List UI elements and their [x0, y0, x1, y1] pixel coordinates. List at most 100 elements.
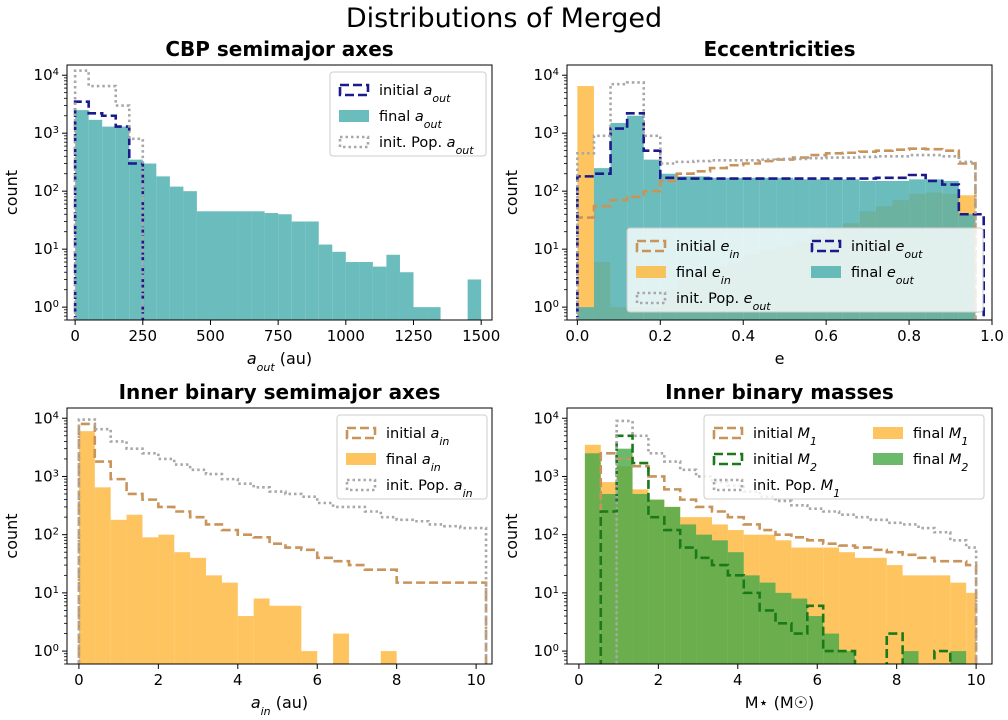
- legend: initial ain final ain init. Pop. ain: [336, 414, 488, 500]
- hist-bar: [158, 534, 175, 664]
- hist-bar: [169, 186, 184, 320]
- x-tick-label: 1250: [394, 327, 432, 345]
- hist-bar: [110, 519, 127, 664]
- hist-bar: [870, 557, 887, 664]
- legend-swatch: [339, 110, 369, 122]
- x-tick-label: 8: [392, 671, 402, 689]
- hist-bar: [196, 211, 211, 320]
- y-axis-label: count: [2, 170, 21, 215]
- legend-swatch: [811, 266, 841, 278]
- legend-label: final aout: [379, 109, 442, 131]
- y-tick-label: 101: [34, 584, 59, 602]
- hist-bar: [823, 633, 840, 664]
- hist-bar: [94, 487, 111, 664]
- hist-bar: [467, 279, 482, 320]
- hist-step: [576, 147, 977, 320]
- legend-label: initial ein: [676, 239, 739, 261]
- legend-entry-initial-a-out: initial aout: [338, 83, 451, 105]
- series-init-pop-a-out: [73, 69, 145, 320]
- y-tick-label: 102: [34, 182, 59, 200]
- hist-bar: [966, 592, 977, 664]
- hist-bar: [291, 221, 306, 320]
- x-tick-label: 2: [154, 671, 164, 689]
- hist-bar: [210, 211, 225, 320]
- y-tick-label: 102: [534, 182, 559, 200]
- panel-inner-binary-semimajor-axes: 0 2 4 6 8 10 100 101 102 103 104 Inner binary semim…: [2, 380, 493, 718]
- legend-box: [626, 227, 984, 313]
- legend-label: initial eout: [851, 239, 923, 261]
- legend-entry-initial-m-1: initial M1: [712, 426, 817, 448]
- y-axis-label: count: [502, 513, 521, 558]
- x-tick-label: 8: [892, 671, 902, 689]
- hist-bar: [174, 552, 191, 664]
- legend-label: init. Pop. aout: [379, 135, 474, 157]
- y-tick-label: 100: [534, 642, 559, 660]
- legend-label: initial M2: [753, 452, 817, 474]
- hist-bar: [839, 552, 855, 664]
- hist-bar: [413, 307, 428, 320]
- x-tick-label: 0.0: [565, 327, 589, 345]
- x-tick-label: 1500: [462, 327, 500, 345]
- hist-bar: [190, 557, 207, 664]
- hist-bar: [88, 119, 103, 320]
- hist-bar: [115, 126, 130, 320]
- series-initial-m-1: [599, 451, 978, 664]
- hist-step: [576, 112, 986, 320]
- x-tick-label: 6: [312, 671, 322, 689]
- hist-bar: [253, 598, 270, 664]
- y-tick-label: 101: [534, 584, 559, 602]
- hist-bar: [759, 582, 776, 664]
- hist-bar: [886, 565, 903, 664]
- y-axis-label: count: [2, 513, 21, 558]
- hist-step: [599, 451, 978, 664]
- legend-swatch: [712, 426, 744, 440]
- hist-bar: [584, 453, 601, 664]
- axes-frame: [566, 64, 993, 321]
- axes-frame: [66, 407, 493, 665]
- legend-entry-init-pop-a-in: init. Pop. ain: [345, 478, 473, 500]
- legend-swatch: [636, 266, 666, 278]
- hist-bar: [318, 244, 333, 320]
- hist-bar: [577, 86, 594, 320]
- hist-bar: [711, 540, 728, 664]
- x-tick-label: 500: [196, 327, 225, 345]
- x-tick-label: 750: [264, 327, 293, 345]
- hist-step: [576, 81, 977, 320]
- hist-bar: [664, 506, 681, 664]
- y-tick-label: 104: [534, 66, 559, 84]
- panel-inner-binary-masses: 0 2 4 6 8 10 100 101 102 103 104 Inner binary masse…: [502, 380, 993, 712]
- x-tick-label: 10: [467, 671, 486, 689]
- plot-area: [73, 69, 482, 320]
- hist-step: [73, 69, 145, 320]
- legend-label: final M2: [913, 452, 968, 474]
- hist-bar: [333, 633, 350, 664]
- legend-box: [703, 414, 985, 500]
- legend-entry-init-pop-m-1: init. Pop. M1: [712, 478, 840, 500]
- series-initial-e-in: [576, 147, 977, 320]
- series-initial-m-2: [599, 434, 952, 664]
- hist-bar: [791, 598, 808, 664]
- y-tick-label: 101: [534, 240, 559, 258]
- hist-bar: [269, 605, 286, 664]
- hist-bar: [301, 651, 318, 664]
- hist-bar: [593, 168, 611, 320]
- panel-title: Inner binary masses: [665, 380, 894, 404]
- hist-bar: [251, 211, 265, 320]
- legend-entry-initial-a-in: initial ain: [345, 426, 449, 448]
- y-tick-label: 101: [34, 240, 59, 258]
- x-axis-label: M⋆ (M☉): [745, 693, 815, 712]
- hist-bar: [221, 582, 238, 664]
- hist-bar: [156, 176, 170, 320]
- legend-label: initial aout: [379, 83, 451, 105]
- legend-label: final M1: [913, 426, 968, 448]
- legend-entry-init-pop-e-out: init. Pop. eout: [635, 291, 771, 313]
- figure-title: Distributions of Merged: [346, 3, 662, 34]
- hist-bar: [918, 575, 935, 664]
- series-initial-e-out: [576, 112, 986, 320]
- legend-label: initial M1: [753, 426, 817, 448]
- series-init-pop-e-out: [576, 81, 977, 320]
- y-tick-label: 100: [34, 642, 59, 660]
- hist-step: [599, 434, 952, 664]
- hist-bar: [305, 221, 319, 320]
